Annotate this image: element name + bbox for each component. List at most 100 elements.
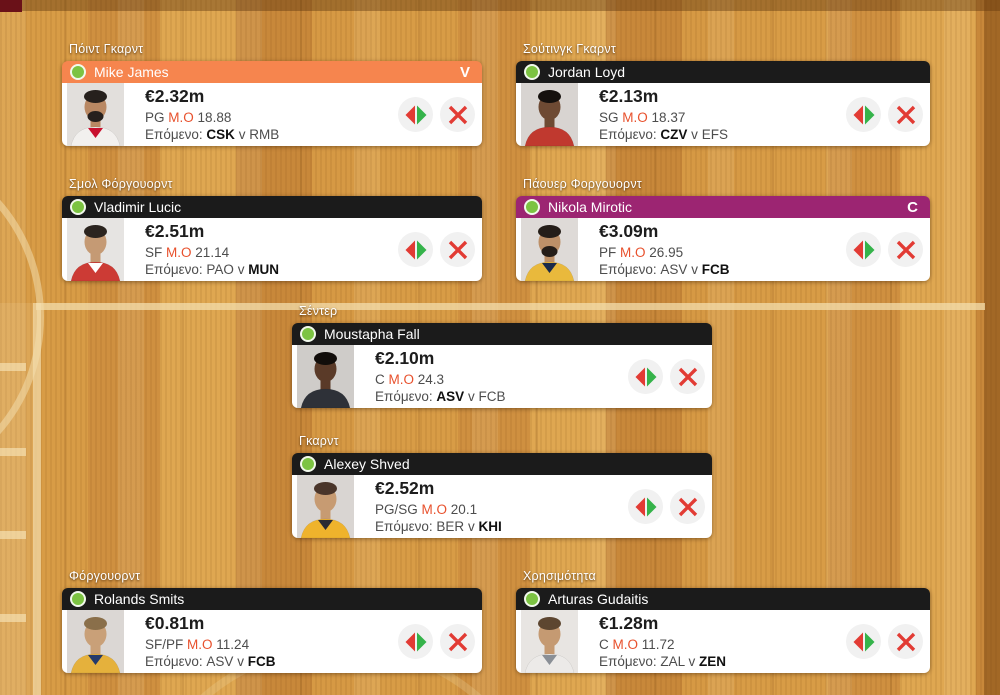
player-name: Arturas Gudaitis — [548, 591, 649, 607]
player-name: Nikola Mirotic — [548, 199, 633, 215]
player-statline: SG M.O 18.37 — [599, 109, 728, 125]
next-label: Επόμενο: — [375, 519, 433, 534]
captain-badge: V — [459, 63, 470, 81]
status-dot-icon — [524, 199, 540, 215]
player-card-body: €3.09m PF M.O 26.95 Επόμενο: ASV v FCB — [516, 218, 930, 281]
player-info: €3.09m PF M.O 26.95 Επόμενο: ASV v FCB — [599, 221, 729, 277]
swap-player-button[interactable] — [628, 489, 663, 524]
player-statline: PF M.O 26.95 — [599, 245, 729, 260]
position-label: Σούτινγκ Γκαρντ — [523, 42, 616, 56]
court-hash-mark — [0, 363, 26, 371]
position-label: Πόιντ Γκαρντ — [69, 42, 144, 56]
next-label: Επόμενο: — [599, 654, 657, 669]
player-photo — [521, 610, 578, 673]
remove-x-icon — [896, 632, 915, 651]
next-game-line: Επόμενο: ASV v FCB — [375, 390, 505, 404]
average-label: M.O — [168, 109, 194, 125]
player-info: €2.52m PG/SG M.O 20.1 Επόμενο: BER v KHI — [375, 478, 502, 534]
next-label: Επόμενο: — [145, 127, 203, 142]
player-card: Moustapha Fall €2.10m — [292, 323, 712, 408]
remove-player-button[interactable] — [888, 624, 923, 659]
remove-player-button[interactable] — [888, 232, 923, 267]
swap-right-arrow-icon — [864, 632, 874, 651]
player-info: €1.28m C M.O 11.72 Επόμενο: ZAL v ZEN — [599, 613, 726, 669]
swap-right-arrow-icon — [646, 367, 656, 386]
player-card-body: €2.51m SF M.O 21.14 Επόμενο: PAO v MUN — [62, 218, 482, 281]
player-card-header[interactable]: Alexey Shved — [292, 453, 712, 475]
player-card: Mike James V €2.32m — [62, 61, 482, 146]
position-label: Πάουερ Φοργουορντ — [523, 177, 642, 191]
swap-player-button[interactable] — [846, 97, 881, 132]
remove-player-button[interactable] — [670, 489, 705, 524]
player-card-header[interactable]: Moustapha Fall — [292, 323, 712, 345]
player-card-header[interactable]: Mike James V — [62, 61, 482, 83]
player-info: €2.13m SG M.O 18.37 Επόμενο: CZV v EFS — [599, 86, 728, 142]
swap-right-arrow-icon — [416, 240, 426, 259]
average-value: 21.14 — [195, 244, 230, 260]
player-card-header[interactable]: Nikola Mirotic C — [516, 196, 930, 218]
versus-label: v — [467, 519, 475, 534]
player-name: Alexey Shved — [324, 456, 410, 472]
average-value: 11.24 — [216, 636, 250, 652]
swap-player-button[interactable] — [398, 624, 433, 659]
court-lane-line — [33, 303, 41, 695]
player-photo — [67, 218, 124, 281]
player-card-header[interactable]: Arturas Gudaitis — [516, 588, 930, 610]
player-price: €2.51m — [145, 221, 205, 241]
versus-label: v — [238, 127, 246, 142]
player-card-header[interactable]: Jordan Loyd — [516, 61, 930, 83]
swap-player-button[interactable] — [846, 624, 881, 659]
next-team-away: MUN — [248, 262, 279, 277]
next-game-line: Επόμενο: ASV v FCB — [145, 655, 275, 669]
remove-player-button[interactable] — [440, 97, 475, 132]
court-hash-mark — [0, 448, 26, 456]
court-right-shade — [984, 0, 1000, 695]
player-statline: SF/PF M.O 11.24 — [145, 636, 275, 652]
player-price: €2.10m — [375, 348, 435, 368]
swap-player-button[interactable] — [398, 232, 433, 267]
player-photo — [521, 83, 578, 146]
swap-left-arrow-icon — [853, 240, 863, 259]
court-arc-left — [0, 150, 44, 484]
player-card: Vladimir Lucic €2.51m — [62, 196, 482, 281]
player-price: €2.32m — [145, 86, 205, 106]
player-info: €0.81m SF/PF M.O 11.24 Επόμενο: ASV v FC… — [145, 613, 275, 669]
captain-badge: C — [907, 198, 918, 216]
versus-label: v — [688, 654, 696, 669]
swap-left-arrow-icon — [405, 105, 415, 124]
player-price: €2.52m — [375, 478, 435, 498]
swap-player-button[interactable] — [398, 97, 433, 132]
status-dot-icon — [70, 199, 86, 215]
player-info: €2.32m PG M.O 18.88 Επόμενο: CSK v RMB — [145, 86, 279, 142]
remove-player-button[interactable] — [440, 232, 475, 267]
player-card-header[interactable]: Vladimir Lucic — [62, 196, 482, 218]
position-label: Σμολ Φόργουορντ — [69, 177, 173, 191]
swap-player-button[interactable] — [628, 359, 663, 394]
player-statline: PG/SG M.O 20.1 — [375, 502, 502, 517]
remove-player-button[interactable] — [440, 624, 475, 659]
player-name: Jordan Loyd — [548, 64, 626, 80]
player-slot: Φόργουορντ Rolands Smits — [62, 569, 482, 673]
player-positions: C — [375, 371, 385, 387]
remove-player-button[interactable] — [888, 97, 923, 132]
next-game-line: Επόμενο: CSK v RMB — [145, 128, 279, 142]
average-value: 18.88 — [197, 109, 232, 125]
swap-player-button[interactable] — [846, 232, 881, 267]
average-value: 11.72 — [641, 636, 675, 652]
next-team-home: ASV — [660, 262, 688, 277]
card-actions — [628, 475, 705, 538]
player-positions: SG — [599, 109, 619, 125]
remove-x-icon — [678, 367, 697, 386]
versus-label: v — [467, 389, 475, 404]
remove-player-button[interactable] — [670, 359, 705, 394]
swap-left-arrow-icon — [635, 497, 645, 516]
versus-label: v — [237, 262, 245, 277]
next-team-home: BER — [436, 519, 465, 534]
swap-right-arrow-icon — [416, 105, 426, 124]
swap-left-arrow-icon — [853, 632, 863, 651]
next-team-away: KHI — [478, 519, 502, 534]
remove-x-icon — [678, 497, 697, 516]
next-team-away: EFS — [701, 127, 728, 142]
swap-left-arrow-icon — [635, 367, 645, 386]
player-card-header[interactable]: Rolands Smits — [62, 588, 482, 610]
